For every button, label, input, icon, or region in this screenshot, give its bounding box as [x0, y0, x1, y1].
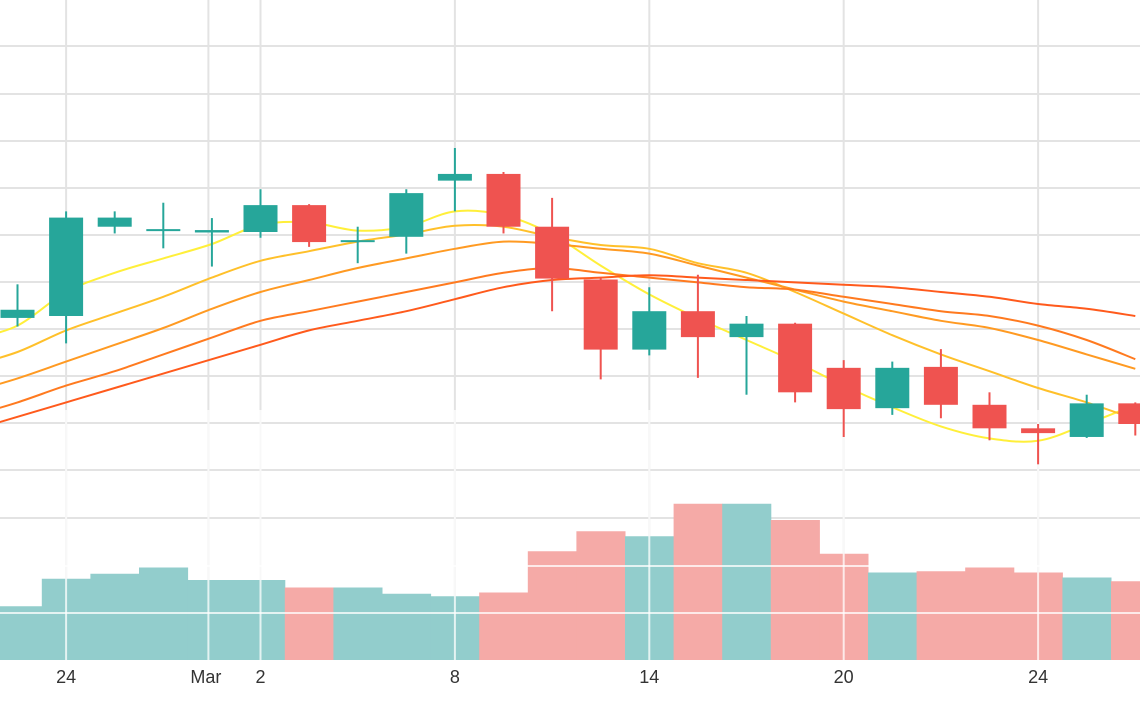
candle [243, 189, 278, 238]
volume-bar [333, 587, 383, 660]
volume-bar [916, 571, 966, 660]
volume-gridlines [0, 410, 1140, 660]
candle [437, 148, 472, 212]
candle [49, 211, 84, 344]
candle-body [49, 217, 84, 316]
volume-bar [284, 587, 334, 660]
candle [680, 274, 715, 378]
candle [389, 189, 424, 254]
candle [1118, 402, 1140, 436]
candle-body [486, 173, 521, 227]
volume-bar [527, 551, 577, 660]
volume-bar [770, 520, 820, 660]
candle [146, 202, 181, 249]
candle [0, 284, 35, 327]
volume-bar [479, 592, 529, 660]
x-tick-label: 2 [255, 667, 265, 687]
candle-body [340, 240, 375, 243]
candle-body [535, 226, 570, 279]
candle-body [680, 311, 715, 338]
candle [632, 287, 667, 356]
candle [729, 316, 764, 395]
x-tick-label: 14 [639, 667, 659, 687]
candle-body [632, 311, 667, 350]
candle-layer [0, 148, 1140, 465]
candle [340, 226, 375, 264]
candle-body [1118, 403, 1140, 424]
candle [1021, 424, 1056, 465]
candle-body [194, 230, 229, 233]
candle-body [875, 367, 910, 409]
volume-bar [382, 593, 432, 660]
volume-bar [187, 580, 237, 660]
candle [292, 204, 327, 247]
candle [194, 218, 229, 267]
volume-bar [868, 572, 918, 660]
candle-body [0, 309, 35, 318]
x-axis: 24 Mar 2 8 14 20 24 [56, 667, 1048, 687]
volume-bar [1062, 577, 1112, 660]
candle-body [97, 217, 132, 227]
candle [778, 322, 813, 403]
candle-body [292, 205, 327, 243]
x-tick-label: 20 [834, 667, 854, 687]
candle [875, 361, 910, 415]
moving-average-line [0, 274, 1136, 424]
candle [1069, 394, 1104, 438]
candle-body [1069, 403, 1104, 437]
candle-body [243, 205, 278, 232]
volume-bar [0, 606, 43, 660]
candle-body [778, 323, 813, 393]
candle-body [923, 366, 958, 405]
candle [583, 277, 618, 380]
volume-bar [576, 531, 626, 660]
candle [486, 172, 521, 234]
volume-bar [1111, 581, 1140, 660]
volume-bar [673, 503, 723, 660]
candle [826, 360, 861, 437]
candle-body [146, 229, 181, 232]
candle-body [729, 323, 764, 338]
volume-layer [0, 503, 1140, 660]
candle-body [972, 404, 1007, 429]
candle [972, 392, 1007, 441]
x-tick-label: Mar [190, 667, 221, 687]
candle-body [583, 279, 618, 350]
candle [97, 211, 132, 234]
candle [923, 349, 958, 419]
candle [535, 197, 570, 312]
x-tick-label: 8 [450, 667, 460, 687]
volume-bar [90, 573, 140, 660]
x-tick-label: 24 [56, 667, 76, 687]
candle-body [826, 367, 861, 410]
candle-body [437, 173, 472, 181]
volume-bar [722, 503, 772, 660]
moving-average-line [0, 266, 1136, 409]
candle-body [1021, 428, 1056, 434]
x-tick-label: 24 [1028, 667, 1048, 687]
candle-body [389, 193, 424, 237]
